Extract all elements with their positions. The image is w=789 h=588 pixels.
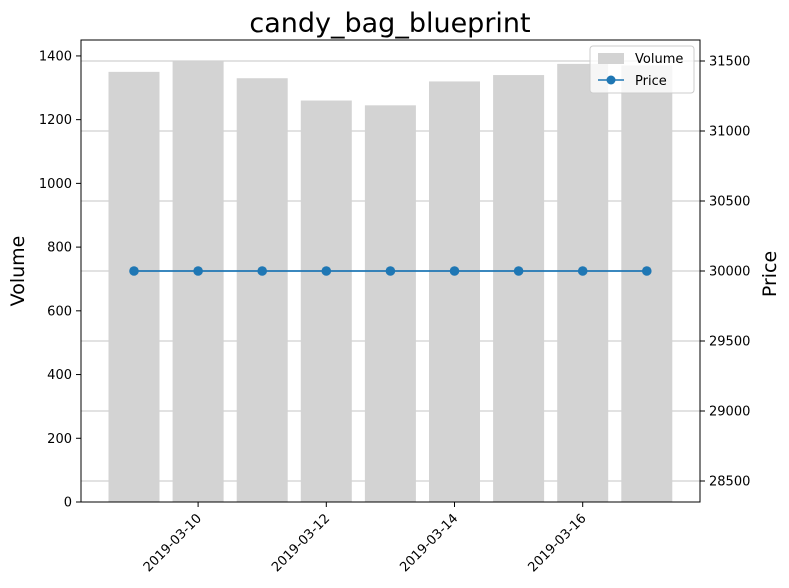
y-right-tick-label: 31500 xyxy=(709,55,750,70)
x-axis: 2019-03-10 2019-03-12 2019-03-14 2019-03-16 xyxy=(141,502,590,575)
price-marker xyxy=(449,266,460,276)
y-left-tick-label: 1200 xyxy=(39,113,72,128)
y-right-tick-label: 29000 xyxy=(709,405,750,420)
x-tick-label: 2019-03-16 xyxy=(525,511,589,575)
legend-volume-label: Volume xyxy=(635,52,683,67)
y-left-tick-label: 400 xyxy=(47,368,72,383)
y-left-tick-label: 0 xyxy=(64,496,72,511)
volume-bar xyxy=(621,65,673,502)
volume-bar xyxy=(429,81,480,503)
y-axis-right: 28500 29000 29500 30000 30500 31000 31500 xyxy=(700,55,750,490)
y-left-tick-label: 1400 xyxy=(39,49,72,64)
legend-price-label: Price xyxy=(635,74,667,89)
price-marker xyxy=(513,266,524,276)
x-tick-label: 2019-03-12 xyxy=(269,511,333,575)
price-marker xyxy=(257,266,268,276)
chart-title: candy_bag_blueprint xyxy=(249,8,530,39)
volume-bar xyxy=(557,63,609,503)
price-marker xyxy=(129,266,139,276)
volume-bars xyxy=(108,61,673,503)
price-marker xyxy=(193,266,203,276)
y-left-tick-label: 200 xyxy=(47,432,72,447)
price-line-layer xyxy=(129,266,652,276)
y-right-tick-label: 30500 xyxy=(709,195,750,210)
x-tick-label: 2019-03-14 xyxy=(397,511,461,575)
price-marker xyxy=(321,266,332,276)
volume-bar xyxy=(172,61,224,503)
x-tick-label: 2019-03-10 xyxy=(141,511,205,575)
price-marker xyxy=(385,266,396,276)
volume-bar xyxy=(300,100,352,502)
price-marker xyxy=(577,266,588,276)
y-axis-right-title: Price xyxy=(759,251,781,297)
y-left-tick-label: 800 xyxy=(47,241,72,256)
y-right-tick-label: 30000 xyxy=(709,265,750,280)
volume-bar xyxy=(108,71,160,503)
y-left-tick-label: 1000 xyxy=(39,177,72,192)
volume-bar xyxy=(493,75,545,502)
y-right-tick-label: 31000 xyxy=(709,125,750,140)
y-right-tick-label: 29500 xyxy=(709,335,750,350)
volume-bar xyxy=(364,105,416,503)
y-axis-left-title: Volume xyxy=(7,236,29,307)
price-marker xyxy=(642,266,652,276)
y-right-tick-label: 28500 xyxy=(709,475,750,490)
y-axis-left: 0 200 400 600 800 1000 1200 1400 xyxy=(39,49,81,511)
legend-price-marker xyxy=(606,75,616,85)
legend-volume-swatch xyxy=(598,53,624,64)
y-left-tick-label: 600 xyxy=(47,304,72,319)
legend: Volume Price xyxy=(589,45,695,94)
volume-bar xyxy=(236,78,288,502)
